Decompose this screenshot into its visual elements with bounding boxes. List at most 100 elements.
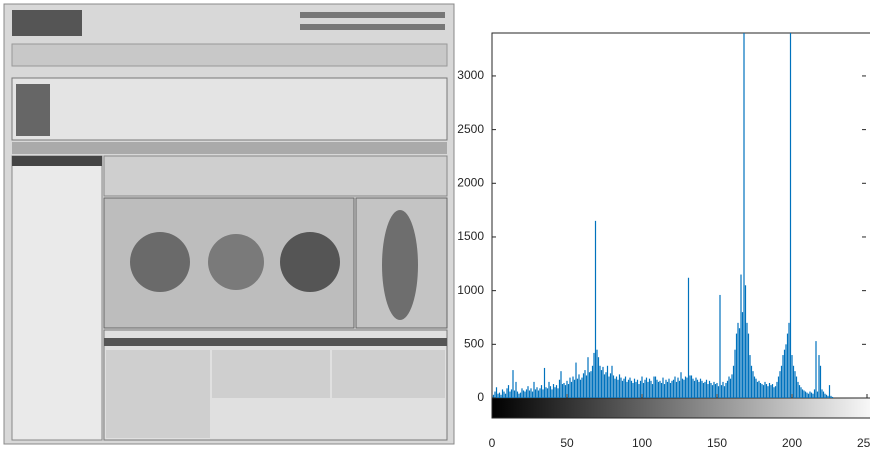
bar	[560, 371, 562, 398]
bar	[674, 376, 676, 398]
bar	[767, 386, 769, 398]
bar	[804, 391, 807, 398]
bar	[701, 380, 703, 398]
bar	[669, 382, 672, 398]
bar	[540, 385, 543, 398]
bar	[590, 371, 592, 398]
bar	[567, 384, 570, 398]
bar	[497, 393, 499, 398]
bar	[731, 374, 733, 398]
bar	[791, 355, 793, 398]
bar	[717, 386, 720, 398]
bar	[777, 376, 780, 398]
bar	[627, 379, 630, 398]
bar	[687, 277, 690, 398]
bar	[588, 372, 591, 398]
bar	[546, 388, 549, 398]
bar	[750, 365, 753, 398]
bar	[633, 378, 636, 398]
bar	[696, 379, 699, 398]
bar	[575, 362, 577, 398]
bar	[737, 322, 739, 398]
bar	[524, 391, 526, 398]
bar	[500, 394, 502, 398]
bar	[710, 382, 712, 398]
bar	[582, 373, 585, 398]
bar	[732, 365, 735, 398]
bar	[603, 374, 606, 398]
bar	[684, 376, 687, 398]
bar	[596, 349, 598, 398]
bar	[566, 380, 568, 398]
bar	[762, 385, 765, 398]
bar	[561, 384, 564, 398]
lists-header	[104, 338, 447, 346]
bar	[558, 379, 561, 398]
bar	[645, 377, 648, 398]
y-tick-label: 3000	[457, 68, 484, 82]
bar	[716, 382, 718, 398]
bar	[557, 388, 559, 398]
x-tick-label: 200	[782, 436, 802, 450]
bar	[756, 381, 759, 398]
bar	[818, 355, 820, 398]
header-links	[300, 24, 445, 30]
bar	[639, 380, 642, 398]
y-tick-label: 2000	[457, 175, 484, 189]
bar	[525, 389, 528, 398]
sidebar-header	[12, 156, 102, 166]
bar	[554, 387, 556, 398]
bar	[545, 387, 547, 398]
bar	[653, 376, 655, 398]
bar	[530, 388, 532, 398]
bar	[753, 376, 756, 398]
figure	[208, 234, 264, 290]
bar	[659, 380, 661, 398]
bar	[548, 381, 550, 398]
bar	[570, 381, 573, 398]
bar	[713, 381, 715, 398]
bar	[698, 381, 700, 398]
bar	[728, 376, 730, 398]
bar	[671, 380, 673, 398]
logo	[12, 10, 82, 36]
bar	[498, 392, 501, 398]
bar	[747, 333, 750, 398]
bar	[738, 328, 741, 398]
bar	[506, 388, 508, 398]
bar	[534, 389, 537, 398]
bar	[714, 384, 717, 398]
bar	[522, 390, 525, 398]
y-tick-label: 1000	[457, 283, 484, 297]
bar	[650, 380, 652, 398]
bar	[576, 378, 579, 398]
bar	[620, 377, 622, 398]
bar	[624, 376, 627, 398]
bar	[746, 322, 748, 398]
bar	[503, 391, 505, 398]
bar	[593, 352, 595, 398]
bar	[656, 379, 658, 398]
bar	[587, 357, 589, 398]
x-tick-label: 100	[632, 436, 652, 450]
bar	[831, 396, 834, 398]
tabs	[12, 142, 447, 154]
bar	[519, 392, 522, 398]
bar	[651, 384, 654, 398]
bar	[758, 380, 760, 398]
bar	[810, 392, 813, 398]
bar	[677, 377, 679, 398]
bar	[606, 365, 609, 398]
bar	[621, 380, 624, 398]
bar	[789, 33, 792, 398]
bar	[704, 381, 706, 398]
bar	[815, 341, 817, 398]
bar	[764, 381, 766, 398]
bar	[579, 379, 582, 398]
bar	[597, 357, 600, 398]
y-tick-label: 0	[477, 390, 484, 404]
bar	[788, 322, 790, 398]
bar	[594, 220, 597, 398]
figure	[280, 232, 340, 292]
bar	[735, 333, 738, 398]
